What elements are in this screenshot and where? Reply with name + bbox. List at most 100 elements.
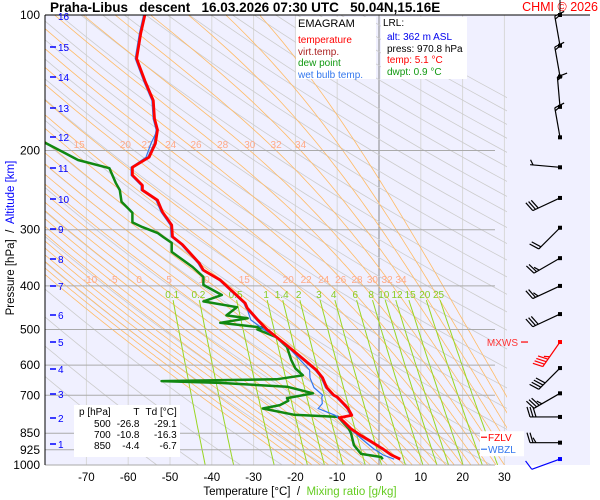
lrl-temp: temp: 5.1 °C	[387, 55, 443, 66]
dry-adiabat	[45, 119, 507, 430]
barb-feather	[554, 14, 561, 20]
mixing-ratio-label: 2	[296, 290, 302, 301]
moist-adiabat-label: 30	[367, 275, 379, 286]
barb-station	[558, 312, 562, 317]
moist-adiabat-label: 15	[239, 275, 251, 286]
barb-station	[558, 135, 562, 140]
fzlv-label: FZLV	[488, 433, 512, 444]
altitude-tick-label: 6	[58, 311, 64, 322]
wind-barb	[554, 10, 565, 48]
pressure-tick-label: 850	[20, 426, 40, 440]
barb-feather	[530, 159, 534, 166]
moist-adiabat	[188, 15, 507, 429]
mixing-ratio-label: 8	[368, 290, 374, 301]
altitude-tick-label: 3	[58, 390, 64, 401]
pressure-tick-label: 600	[20, 358, 40, 372]
legend-virt-temp: virt.temp.	[298, 46, 340, 58]
barb-station	[558, 457, 562, 462]
barb-staff	[556, 76, 561, 107]
pressure-tick-label: 100	[20, 8, 40, 22]
moist-adiabat-label: 28	[351, 275, 363, 286]
mixing-ratio-label: 1.4	[275, 290, 289, 301]
mixing-ratio-line	[299, 299, 344, 465]
wind-barb	[554, 102, 565, 140]
barb-feather	[526, 265, 535, 274]
isobars	[45, 149, 495, 466]
temperature-tick-label: 0	[376, 472, 382, 484]
barb-staff	[542, 341, 561, 367]
barb-feather	[525, 202, 534, 212]
moist-adiabat-label: -5	[109, 275, 118, 286]
legend-title: EMAGRAM	[298, 18, 355, 30]
wind-barb	[530, 159, 562, 170]
temperature-tick-label: -60	[120, 472, 137, 484]
altitude-tick-label: 4	[58, 365, 64, 376]
moist-adiabat-label: 20	[283, 275, 295, 286]
barb-feather	[529, 383, 540, 390]
barb-station	[558, 391, 562, 396]
barb-feather	[530, 199, 539, 209]
mixing-ratio-label: 3	[316, 290, 322, 301]
x-axis-label: Temperature [°C] / Mixing ratio [g/kg]	[0, 486, 600, 498]
barb-staff	[554, 107, 561, 138]
dry-adiabat	[80, 15, 507, 295]
wind-barb	[525, 457, 562, 470]
barb-feather	[528, 201, 536, 210]
altitude-tick-label: 5	[58, 338, 64, 349]
moist-adiabat-label: 20	[120, 140, 132, 151]
moist-adiabat-label: 22	[142, 140, 154, 151]
moist-adiabat-label: 24	[165, 140, 177, 151]
barb-station	[558, 283, 562, 288]
barb-feather	[526, 432, 531, 443]
altitude-tick-label: 1	[58, 440, 64, 451]
barb-feather	[528, 264, 538, 273]
temperature-tick-label: -30	[245, 472, 262, 484]
altitude-tick-label: 15	[58, 43, 70, 54]
barb-feather	[532, 362, 543, 368]
mixing-ratio-line	[356, 299, 406, 465]
wind-barb	[525, 195, 562, 212]
mixing-ratio-label: 6	[353, 290, 359, 301]
barb-feather	[533, 292, 539, 297]
legend: EMAGRAM temperature virt.temp. dew point…	[296, 17, 376, 81]
barb-feather	[528, 289, 536, 298]
barb-feather	[525, 460, 533, 470]
pressure-tick-label: 500	[20, 323, 40, 337]
profiles	[45, 15, 401, 461]
altitude-tick-label: 10	[58, 195, 70, 206]
barb-feather	[530, 316, 539, 325]
chart-title: Praha-Libus descent 16.03.2026 07:30 UTC…	[50, 0, 441, 15]
moist-adiabat-label: -10	[83, 275, 98, 286]
cell-t: -10.8	[116, 430, 140, 441]
x-label-mixing: Mixing ratio [g/kg]	[306, 486, 397, 498]
barb-feather	[554, 10, 565, 17]
barb-feather	[554, 45, 561, 51]
mixing-ratio-label: 12	[391, 290, 403, 301]
dry-adiabat	[145, 15, 507, 245]
table-header-t: T	[133, 407, 140, 418]
dry-adiabat	[124, 15, 507, 261]
barb-feather	[529, 432, 534, 443]
moist-adiabat-label: 32	[271, 140, 283, 151]
lrl-info: LRL: alt: 362 m ASL press: 970.8 hPa tem…	[381, 17, 467, 79]
barb-station	[558, 104, 562, 109]
x-label-sep: /	[290, 486, 307, 498]
temperature-tick-label: -50	[162, 472, 179, 484]
wind-barb	[526, 406, 562, 419]
barb-station	[558, 195, 562, 200]
barb-feather	[531, 397, 540, 406]
wind-barb	[556, 72, 568, 109]
barb-staff	[554, 46, 561, 77]
moist-adiabat-label: 24	[318, 275, 330, 286]
altitude-tick-label: 8	[58, 255, 64, 266]
mixing-ratio-label: 20	[419, 290, 431, 301]
dry-adiabat	[167, 15, 507, 229]
barb-staff	[538, 227, 561, 250]
barb-station	[558, 340, 562, 345]
mixing-ratio-label: 1	[263, 290, 269, 301]
barb-station	[558, 225, 562, 230]
pressure-tick-label: 400	[20, 279, 40, 293]
